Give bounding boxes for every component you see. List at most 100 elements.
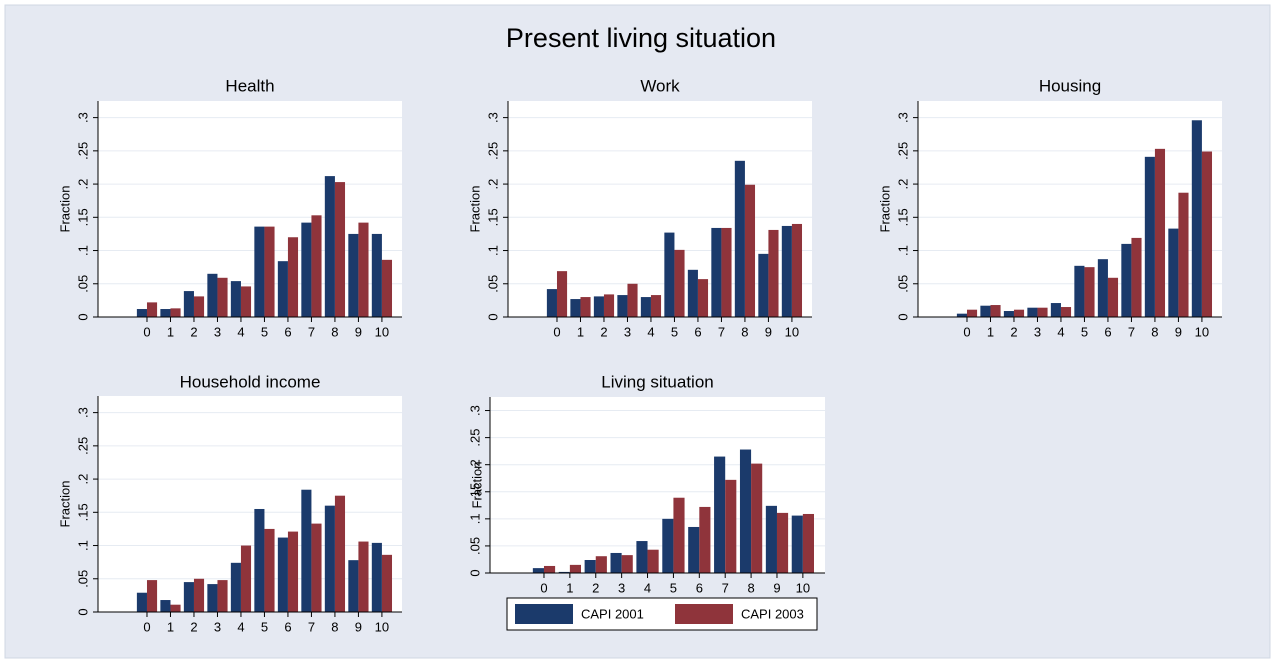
y-tick-label: 0 (467, 569, 482, 576)
x-tick-label: 2 (1010, 324, 1017, 339)
x-tick-label: 6 (694, 324, 701, 339)
bar (230, 281, 241, 317)
y-tick-label: .1 (75, 245, 90, 256)
bar (207, 584, 218, 612)
x-tick-label: 4 (237, 324, 244, 339)
bar (170, 308, 181, 317)
y-tick-label: .1 (485, 245, 500, 256)
bar (593, 296, 604, 317)
bar (673, 497, 685, 573)
bar (264, 528, 275, 612)
bar (324, 176, 335, 317)
panel-title: Household income (180, 372, 321, 391)
bar (136, 592, 147, 612)
bar (662, 518, 674, 573)
y-tick-label: .2 (75, 474, 90, 485)
x-tick-label: 2 (592, 580, 599, 595)
x-tick-label: 1 (577, 324, 584, 339)
bar (264, 226, 275, 317)
bar (664, 232, 675, 317)
bar (556, 271, 568, 317)
x-tick-label: 6 (284, 324, 291, 339)
y-tick-label: .15 (895, 208, 910, 226)
bar (371, 542, 382, 612)
y-tick-label: .2 (467, 459, 482, 470)
bar (1037, 307, 1048, 317)
bar (1027, 307, 1038, 317)
x-tick-label: 9 (355, 324, 362, 339)
y-tick-label: .2 (75, 179, 90, 190)
x-tick-label: 0 (143, 619, 150, 634)
bar (311, 523, 322, 612)
x-tick-label: 0 (963, 324, 970, 339)
y-tick-label: .1 (895, 245, 910, 256)
bar (543, 565, 556, 573)
bar (1168, 228, 1179, 317)
y-tick-label: .05 (895, 275, 910, 293)
bar (980, 305, 991, 317)
bar (1013, 309, 1025, 317)
x-tick-label: 0 (143, 324, 150, 339)
bar (381, 554, 393, 612)
bar (1050, 303, 1061, 317)
y-tick-label: .1 (467, 513, 482, 524)
legend-box (506, 597, 818, 631)
bar (1097, 259, 1108, 317)
bar (170, 604, 181, 612)
bar (254, 226, 265, 317)
x-tick-label: 5 (670, 580, 677, 595)
bar (311, 215, 322, 317)
bar (791, 223, 803, 317)
bar (990, 305, 1001, 317)
x-tick-label: 7 (1128, 324, 1135, 339)
bar (697, 279, 709, 317)
bar (254, 508, 265, 612)
x-tick-label: 9 (773, 580, 780, 595)
y-tick-label: .25 (895, 142, 910, 160)
bar (1154, 148, 1166, 317)
x-tick-label: 7 (722, 580, 729, 595)
bar (956, 313, 967, 317)
y-tick-label: .2 (895, 179, 910, 190)
y-tick-label: 0 (895, 313, 910, 320)
bar (240, 545, 252, 612)
bar (725, 479, 737, 573)
bar (584, 560, 596, 573)
x-tick-label: 8 (741, 324, 748, 339)
chart-title: Present living situation (506, 23, 776, 53)
y-tick-label: .3 (467, 405, 482, 416)
x-tick-label: 10 (785, 324, 799, 339)
bar (802, 513, 814, 573)
y-tick-label: 0 (75, 313, 90, 320)
x-tick-label: 7 (718, 324, 725, 339)
x-tick-label: 9 (1175, 324, 1182, 339)
x-tick-label: 10 (796, 580, 810, 595)
bar (546, 289, 557, 317)
bar (136, 309, 147, 317)
bar (711, 227, 722, 317)
y-axis-title: Fraction (877, 186, 892, 233)
y-axis-title: Fraction (467, 186, 482, 233)
y-tick-label: .05 (75, 570, 90, 588)
bar (595, 556, 607, 573)
y-tick-label: .3 (75, 112, 90, 123)
x-tick-label: 5 (1081, 324, 1088, 339)
bar (324, 505, 335, 612)
x-tick-label: 3 (214, 324, 221, 339)
panel-title: Housing (1039, 76, 1101, 95)
x-tick-label: 5 (261, 619, 268, 634)
bar (1191, 120, 1202, 317)
bar (301, 222, 312, 317)
x-tick-label: 7 (308, 619, 315, 634)
y-tick-label: .3 (895, 112, 910, 123)
y-tick-label: .05 (75, 275, 90, 293)
bar (358, 541, 369, 612)
bar (348, 560, 359, 612)
bar (739, 449, 752, 573)
bar (207, 273, 218, 317)
bar (734, 160, 745, 317)
x-tick-label: 4 (237, 619, 244, 634)
x-tick-label: 10 (375, 619, 389, 634)
bar (1074, 265, 1085, 317)
